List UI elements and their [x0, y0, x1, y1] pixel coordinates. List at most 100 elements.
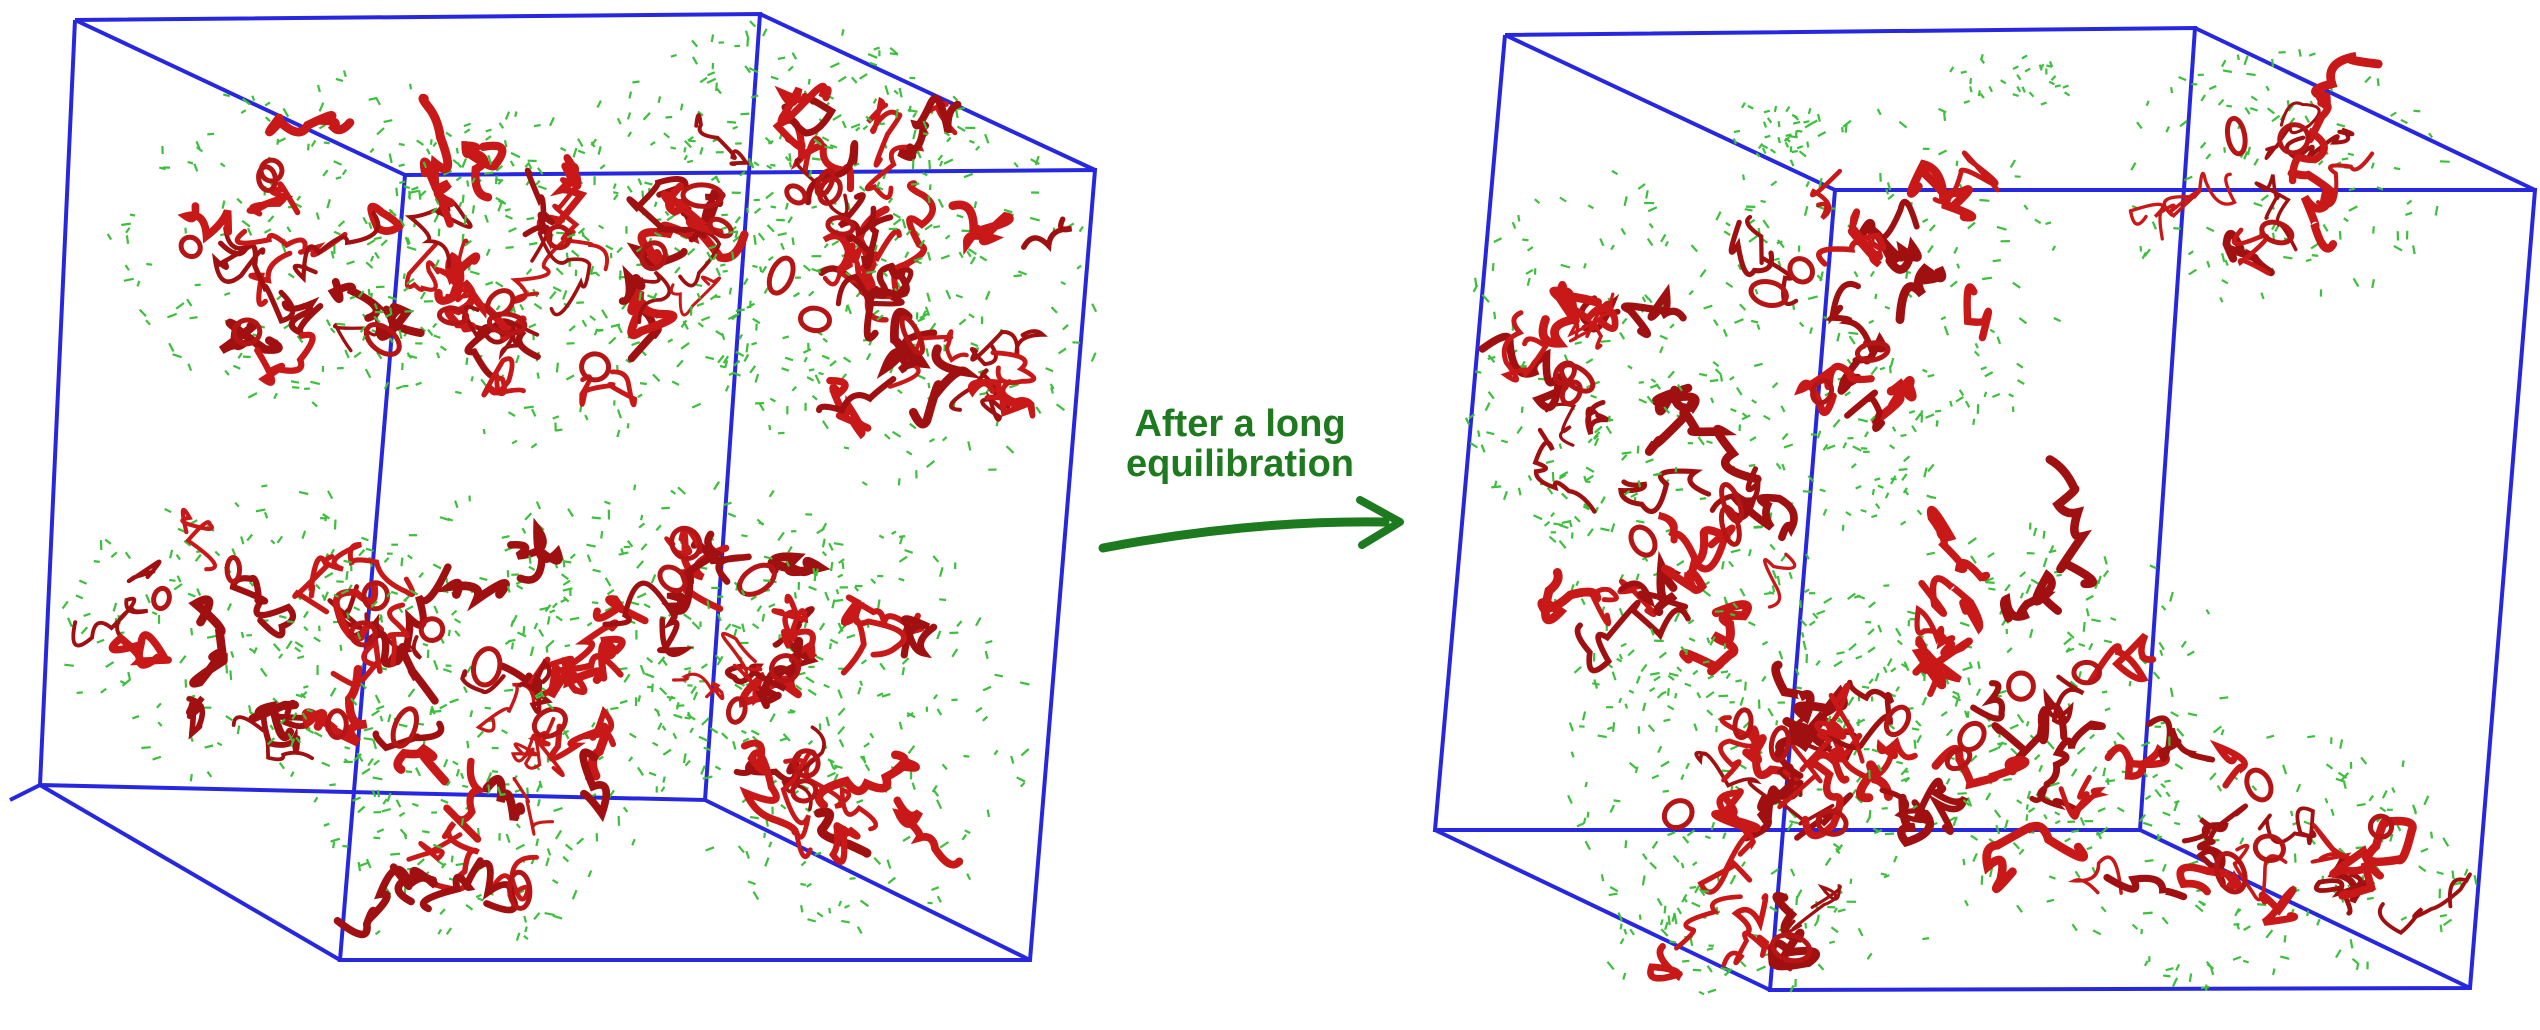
- solvent-molecule: [104, 538, 112, 545]
- solvent-molecule: [1880, 872, 1887, 876]
- solvent-molecule: [924, 306, 931, 316]
- solvent-molecule: [1842, 442, 1848, 449]
- solvent-molecule: [124, 264, 130, 271]
- solvent-molecule: [855, 126, 861, 132]
- protein-ribbon: [866, 96, 903, 168]
- solvent-molecule: [263, 511, 269, 519]
- solvent-molecule: [886, 859, 892, 869]
- solvent-molecule: [845, 305, 849, 312]
- solvent-molecule: [908, 105, 912, 113]
- solvent-molecule: [1893, 855, 1898, 863]
- solvent-molecule: [193, 163, 199, 172]
- solvent-molecule: [1607, 726, 1613, 731]
- solvent-molecule: [2223, 147, 2226, 153]
- solvent-molecule: [867, 52, 878, 59]
- protein-ribbon: [1718, 715, 1761, 783]
- solvent-molecule: [1035, 406, 1042, 415]
- solvent-molecule: [273, 392, 278, 400]
- solvent-molecule: [765, 191, 774, 200]
- solvent-molecule: [1611, 169, 1619, 176]
- solvent-molecule: [742, 737, 750, 743]
- protein-ribbon: [1991, 702, 2068, 763]
- solvent-molecule: [696, 302, 705, 307]
- solvent-molecule: [1886, 182, 1892, 191]
- solvent-molecule: [1593, 425, 1603, 434]
- protein-ribbon: [126, 559, 162, 584]
- solvent-molecule: [833, 764, 843, 769]
- solvent-molecule: [1738, 424, 1742, 432]
- solvent-molecule: [973, 201, 978, 209]
- solvent-molecule: [625, 358, 632, 364]
- box-edge-tl: [74, 18, 406, 177]
- solvent-molecule: [569, 553, 576, 560]
- protein-ribbon: [1785, 883, 1842, 934]
- solvent-molecule: [828, 759, 835, 769]
- solvent-molecule: [670, 489, 677, 495]
- protein-cluster: [1537, 383, 1828, 733]
- solvent-molecule: [1658, 651, 1667, 659]
- protein-ribbon: [1794, 362, 1875, 416]
- solvent-molecule: [1526, 246, 1534, 252]
- solvent-molecule: [697, 322, 704, 328]
- solvent-molecule: [601, 309, 609, 319]
- solvent-molecule: [2142, 911, 2153, 915]
- solvent-molecule: [535, 501, 542, 510]
- solvent-molecule: [691, 402, 702, 409]
- solvent-molecule: [495, 196, 505, 204]
- simulation-box-after: [1432, 25, 2538, 996]
- solvent-molecule: [1767, 707, 1774, 717]
- solvent-molecule: [811, 267, 822, 274]
- solvent-molecule: [975, 616, 982, 627]
- solvent-molecule: [1725, 672, 1731, 680]
- solvent-molecule: [1796, 129, 1803, 133]
- solvent-molecule: [1649, 671, 1660, 676]
- solvent-molecule: [752, 891, 760, 901]
- protein-ribbon: [557, 619, 624, 695]
- protein-ribbon: [990, 350, 1037, 385]
- solvent-molecule: [2161, 863, 2167, 872]
- solvent-molecule: [1756, 324, 1761, 330]
- solvent-molecule: [2352, 277, 2360, 288]
- solvent-molecule: [1651, 840, 1659, 850]
- solvent-molecule: [961, 229, 970, 233]
- solvent-molecule: [1545, 459, 1555, 464]
- solvent-molecule: [1635, 675, 1641, 684]
- protein-ribbon: [292, 555, 330, 615]
- solvent-molecule: [432, 563, 442, 570]
- solvent-molecule: [2048, 875, 2056, 880]
- solvent-molecule: [1638, 398, 1648, 404]
- solvent-molecule: [1741, 102, 1746, 109]
- solvent-molecule: [2348, 187, 2356, 192]
- solvent-molecule: [2018, 317, 2028, 325]
- solvent-molecule: [814, 374, 821, 385]
- solvent-molecule: [986, 809, 991, 818]
- solvent-molecule: [1992, 259, 2001, 263]
- solvent-molecule: [1709, 636, 1716, 646]
- solvent-molecule: [955, 109, 959, 119]
- solvent-molecule: [2188, 268, 2197, 276]
- solvent-molecule: [1722, 328, 1728, 338]
- solvent-molecule: [985, 640, 993, 645]
- solvent-molecule: [2183, 175, 2193, 182]
- solvent-molecule: [546, 848, 552, 856]
- solvent-molecule: [2253, 158, 2259, 166]
- solvent-molecule: [829, 561, 834, 572]
- solvent-molecule: [800, 882, 807, 886]
- solvent-molecule: [1715, 211, 1722, 221]
- solvent-molecule: [411, 186, 419, 191]
- solvent-molecule: [1776, 575, 1781, 586]
- protein-ribbon: [1679, 600, 1752, 676]
- solvent-molecule: [975, 706, 983, 713]
- solvent-molecule: [713, 481, 721, 491]
- solvent-molecule: [549, 290, 557, 300]
- solvent-molecule: [982, 715, 989, 722]
- solvent-molecule: [1777, 136, 1781, 144]
- solvent-molecule: [623, 673, 631, 683]
- solvent-molecule: [1611, 671, 1617, 681]
- solvent-molecule: [1801, 632, 1805, 638]
- solvent-molecule: [296, 335, 304, 344]
- solvent-molecule: [66, 617, 73, 628]
- solvent-molecule: [1962, 665, 1973, 672]
- protein-ribbon: [780, 757, 813, 860]
- solvent-molecule: [206, 634, 217, 639]
